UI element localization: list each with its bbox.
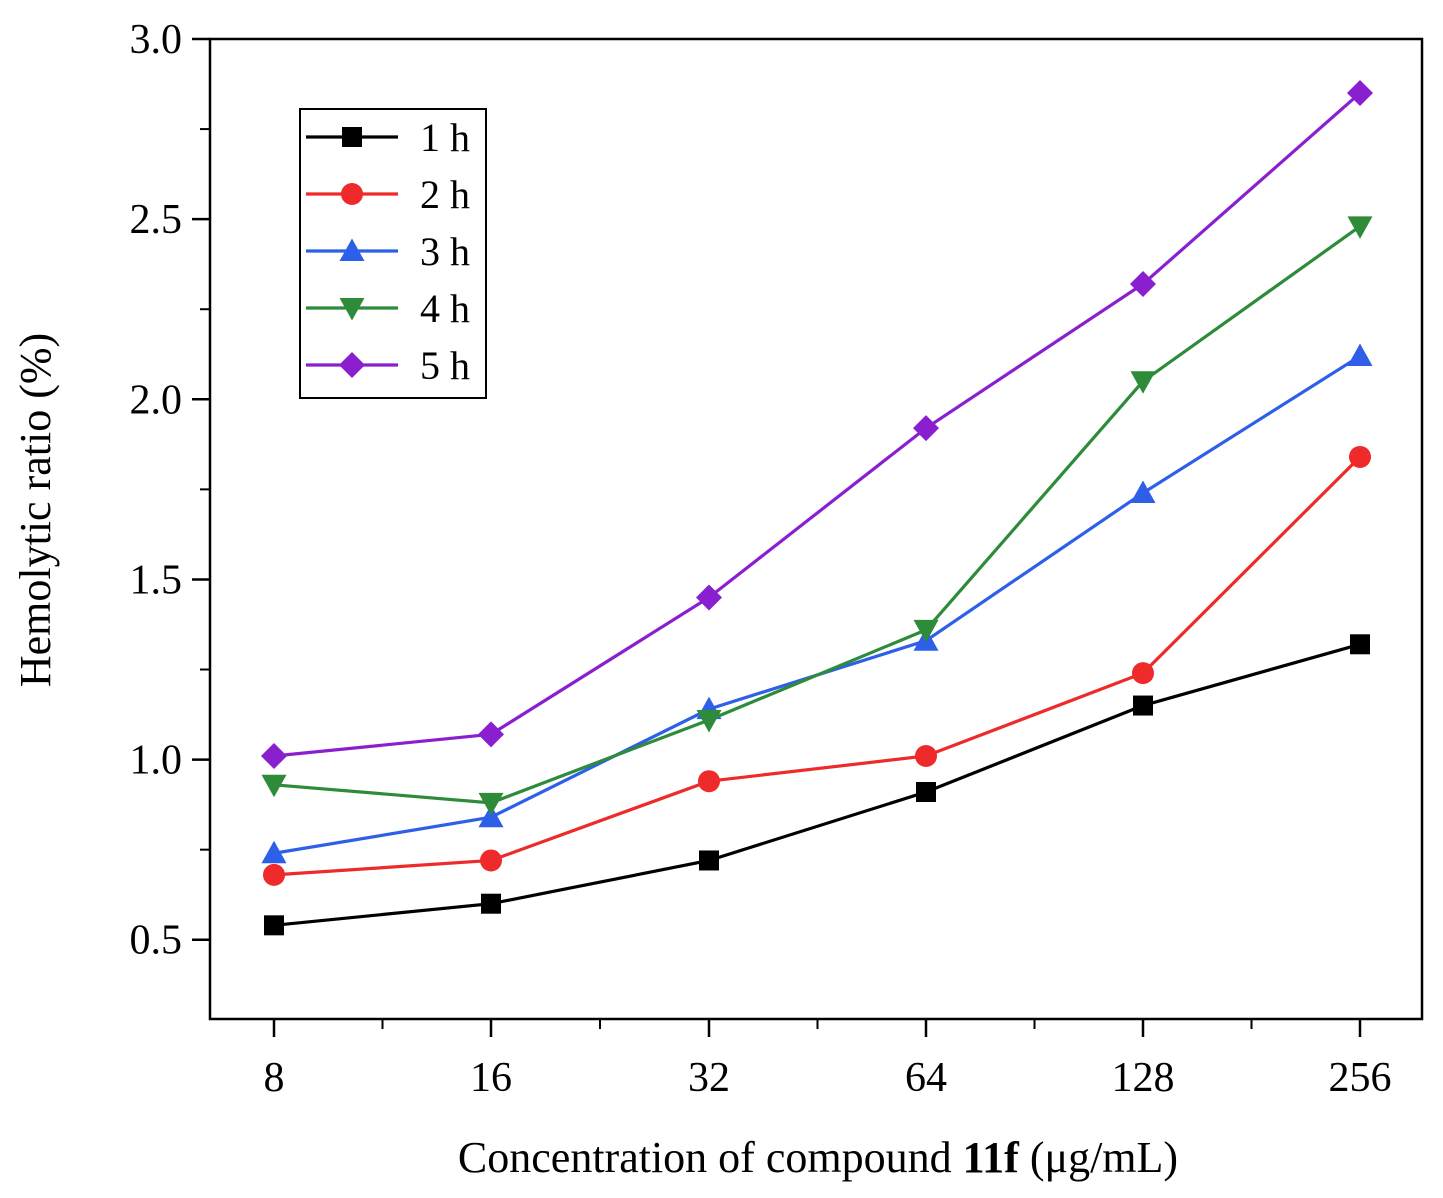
- data-point: [261, 774, 287, 798]
- legend-item: 4 h: [306, 286, 470, 331]
- x-axis-title: Concentration of compound 11f (μg/mL): [458, 1133, 1178, 1182]
- series-2h: [263, 445, 1371, 886]
- series-line: [273, 91, 1362, 758]
- data-point: [696, 709, 722, 733]
- plot-frame: [208, 37, 1424, 1021]
- series-layer: [261, 80, 1373, 936]
- y-axis-title: Hemolytic ratio (%): [11, 333, 60, 687]
- x-axis-ticks: 8 16 32 64 128 256: [264, 1019, 1392, 1101]
- y-tick-label: 2.5: [130, 197, 183, 243]
- x-axis-title-unit: (μg/mL): [1019, 1133, 1178, 1182]
- data-point: [480, 849, 502, 872]
- series-line: [273, 354, 1361, 855]
- data-point: [1347, 80, 1373, 107]
- y-tick-label: 1.0: [130, 738, 183, 784]
- series-3h: [261, 343, 1373, 864]
- data-point: [261, 840, 287, 864]
- legend-item: 5 h: [306, 343, 470, 388]
- data-point: [915, 744, 937, 767]
- legend-marker: [341, 183, 363, 205]
- legend-label: 4 h: [420, 286, 470, 331]
- data-point: [1132, 662, 1154, 685]
- data-point: [263, 863, 285, 886]
- data-point: [1347, 343, 1373, 367]
- x-tick-label: 16: [470, 1055, 512, 1101]
- x-tick-label: 64: [905, 1055, 947, 1101]
- x-tick-label: 32: [688, 1055, 730, 1101]
- legend-marker: [342, 127, 362, 147]
- series-line: [273, 455, 1362, 877]
- data-point: [696, 584, 722, 611]
- data-point: [478, 804, 504, 828]
- data-point: [913, 619, 939, 643]
- y-axis-ticks: 0.5 1.0 1.5 2.0 2.5 3.0: [130, 17, 210, 964]
- data-point: [916, 782, 936, 803]
- legend-label: 1 h: [420, 115, 470, 160]
- legend-marker: [339, 352, 365, 378]
- data-point: [699, 850, 719, 871]
- series-4h: [261, 216, 1373, 816]
- data-point: [264, 915, 284, 936]
- data-point: [478, 721, 504, 748]
- x-axis-title-prefix: Concentration of compound: [458, 1133, 963, 1182]
- data-point: [1130, 371, 1156, 394]
- y-tick-label: 3.0: [130, 17, 183, 63]
- data-point: [1350, 634, 1370, 655]
- legend-marker: [339, 298, 365, 321]
- x-tick-label: 8: [264, 1055, 285, 1101]
- legend-label: 2 h: [420, 172, 470, 217]
- legend-marker: [339, 238, 365, 261]
- data-point: [1133, 695, 1153, 716]
- legend-item: 3 h: [306, 229, 470, 274]
- series-5h: [261, 80, 1373, 769]
- legend-item: 2 h: [306, 172, 470, 217]
- series-line: [273, 642, 1361, 927]
- data-point: [913, 415, 939, 442]
- data-point: [698, 770, 720, 793]
- y-tick-label: 1.5: [130, 557, 183, 603]
- series-line: [273, 225, 1361, 805]
- data-point: [1130, 271, 1156, 297]
- series-1h: [264, 634, 1370, 936]
- legend-item: 1 h: [306, 115, 470, 160]
- data-point: [481, 893, 501, 914]
- data-point: [478, 792, 504, 816]
- data-point: [1347, 216, 1373, 239]
- legend-label: 3 h: [420, 229, 470, 274]
- data-point: [1349, 445, 1371, 468]
- data-point: [1130, 480, 1156, 503]
- x-axis-title-compound: 11f: [963, 1133, 1021, 1182]
- x-tick-label: 256: [1329, 1055, 1392, 1101]
- x-tick-label: 128: [1112, 1055, 1175, 1101]
- y-tick-label: 2.0: [130, 377, 183, 423]
- y-tick-label: 0.5: [130, 918, 183, 964]
- data-point: [261, 742, 287, 769]
- plot-border: [208, 37, 1424, 1021]
- legend-label: 5 h: [420, 343, 470, 388]
- legend: 1 h 2 h 3 h 4 h 5 h: [299, 108, 487, 399]
- legend-box: [299, 108, 487, 399]
